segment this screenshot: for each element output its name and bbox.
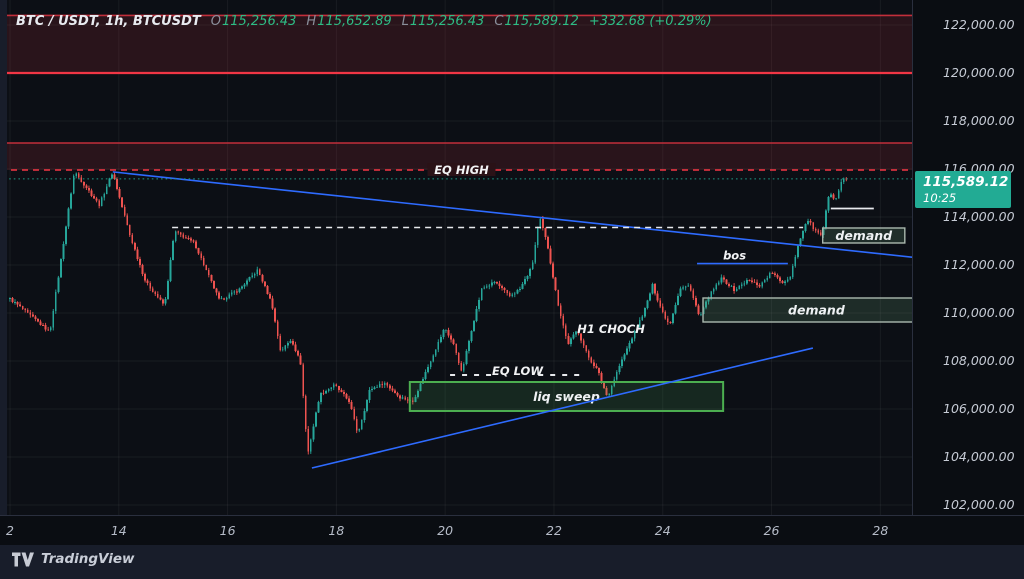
price-tick-label: 120,000.00 — [943, 65, 1015, 80]
descending-trendline — [112, 171, 912, 258]
price-tick-label: 106,000.00 — [943, 400, 1015, 416]
tradingview-logo-icon — [12, 552, 34, 566]
time-tick-label: 16 — [219, 523, 236, 538]
demand-zone-upper — [821, 227, 906, 244]
ohlc-low: L115,256.43 — [401, 14, 485, 29]
price-tick-label: 110,000.00 — [943, 304, 1015, 320]
symbol-title[interactable]: BTC / USDT, 1h, BTCUSDT — [16, 14, 201, 29]
time-tick-label: 24 — [654, 523, 671, 538]
liq-sweep-box — [408, 380, 725, 412]
eq-high-zone-label: EQ HIGH — [434, 163, 489, 177]
current-price-badge: 115,589.12 10:25 — [915, 170, 1011, 208]
zones-layer[interactable]: EQ HIGH — [0, 14, 912, 177]
price-tick-label: 104,000.00 — [943, 448, 1015, 464]
price-change: +332.68 (+0.29%) — [588, 14, 712, 29]
price-tick-label: 108,000.00 — [943, 352, 1015, 368]
time-axis[interactable]: 2 14 16 18 20 22 24 26 28 — [0, 515, 1024, 546]
ohlc-open: O115,256.43 — [210, 14, 297, 29]
demand-zone-lower-label: demand — [788, 302, 846, 317]
demand-zone-upper-label: demand — [835, 228, 893, 243]
drawing-lines-layer[interactable]: bos — [112, 171, 912, 469]
price-tick-label: 114,000.00 — [943, 209, 1015, 224]
candlestick-series — [9, 171, 848, 455]
bar-countdown: 10:25 — [923, 190, 957, 205]
ohlc-high: H115,652.89 — [306, 14, 392, 29]
time-tick-label: 28 — [872, 523, 889, 538]
price-tick-label: 102,000.00 — [943, 496, 1015, 512]
ascending-trendline — [311, 347, 814, 469]
eq-low-label: EQ LOW — [492, 364, 544, 378]
price-tick-label: 122,000.00 — [943, 17, 1015, 32]
time-tick-label: 26 — [763, 523, 780, 538]
tradingview-logo-text: TradingView — [41, 551, 135, 567]
chart-plot-area[interactable]: EQ HIGH demand demand liq sweep bos EQ LOW H1 … — [0, 0, 912, 515]
time-tick-label: 18 — [328, 523, 345, 538]
time-tick-label: 22 — [546, 523, 562, 538]
eq-high-zone-label-bg — [427, 163, 496, 177]
annotations-layer: EQ LOW H1 CHOCH — [492, 322, 645, 378]
footer-bar: TradingView — [0, 545, 1024, 579]
demand-zone-lower — [702, 297, 912, 323]
h1-choch-label: H1 CHOCH — [577, 322, 645, 336]
left-edge-strip — [0, 0, 7, 515]
time-tick-label: 2 — [6, 523, 14, 538]
chart-canvas: EQ HIGH demand demand liq sweep bos EQ LOW H1 … — [0, 0, 912, 515]
liq-sweep-box-label: liq sweep — [533, 389, 600, 404]
supply-zone — [0, 15, 912, 74]
price-tick-label: 112,000.00 — [943, 256, 1015, 272]
price-axis[interactable]: 102,000.00 104,000.00 106,000.00 108,000.00… — [912, 0, 1024, 515]
time-tick-label: 14 — [110, 523, 127, 538]
symbol-legend: BTC / USDT, 1h, BTCUSDT O115,256.43 H115… — [16, 14, 712, 29]
price-tick-label: 118,000.00 — [943, 113, 1015, 128]
bos-line-label: bos — [723, 249, 746, 263]
tradingview-logo[interactable]: TradingView — [12, 551, 135, 567]
ohlc-close: C115,589.12 — [494, 14, 579, 29]
boxes-layer[interactable]: demand demand liq sweep — [408, 227, 912, 412]
current-price-value: 115,589.12 — [923, 173, 1009, 190]
time-tick-label: 20 — [437, 523, 454, 538]
